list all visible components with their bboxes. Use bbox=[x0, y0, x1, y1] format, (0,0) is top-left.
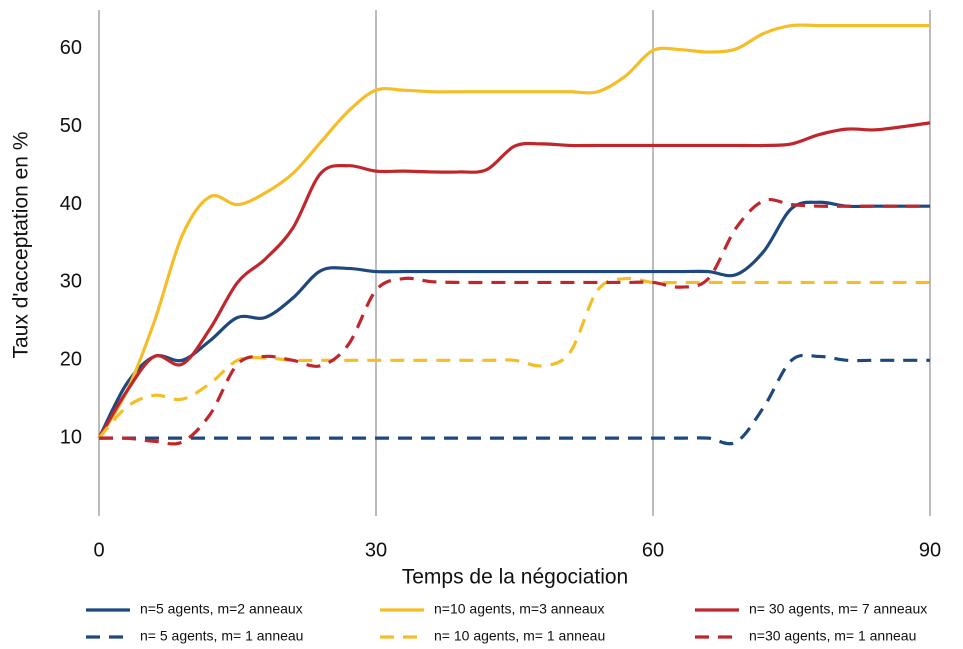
series-line bbox=[98, 197, 931, 446]
y-tick-label: 30 bbox=[60, 271, 82, 293]
y-tick-label: 50 bbox=[60, 115, 82, 137]
series-line bbox=[97, 121, 931, 439]
legend-label: n= 5 agents, m= 1 anneau bbox=[140, 628, 303, 644]
x-tick-label: 90 bbox=[919, 539, 941, 561]
series-line bbox=[97, 23, 930, 439]
x-tick-label: 0 bbox=[93, 539, 104, 561]
legend-label: n= 30 agents, m= 7 anneaux bbox=[749, 601, 927, 617]
y-tick-label: 20 bbox=[60, 349, 82, 371]
legend-label: n=10 agents, m=3 anneaux bbox=[434, 601, 604, 617]
y-tick-label: 10 bbox=[60, 426, 82, 448]
series-line bbox=[97, 276, 930, 440]
series-line bbox=[97, 200, 931, 439]
legend-label: n=5 agents, m=2 anneaux bbox=[140, 601, 303, 617]
x-tick-label: 30 bbox=[365, 539, 387, 561]
y-axis-label: Taux d'acceptation en % bbox=[10, 132, 33, 359]
legend-label: n=30 agents, m= 1 anneau bbox=[749, 628, 916, 644]
legend-label: n= 10 agents, m= 1 anneau bbox=[434, 628, 605, 644]
x-tick-label: 60 bbox=[642, 539, 664, 561]
y-tick-label: 60 bbox=[60, 37, 82, 59]
series-line bbox=[99, 353, 930, 446]
x-axis-label: Temps de la négociation bbox=[402, 566, 628, 589]
y-tick-label: 40 bbox=[60, 193, 82, 215]
